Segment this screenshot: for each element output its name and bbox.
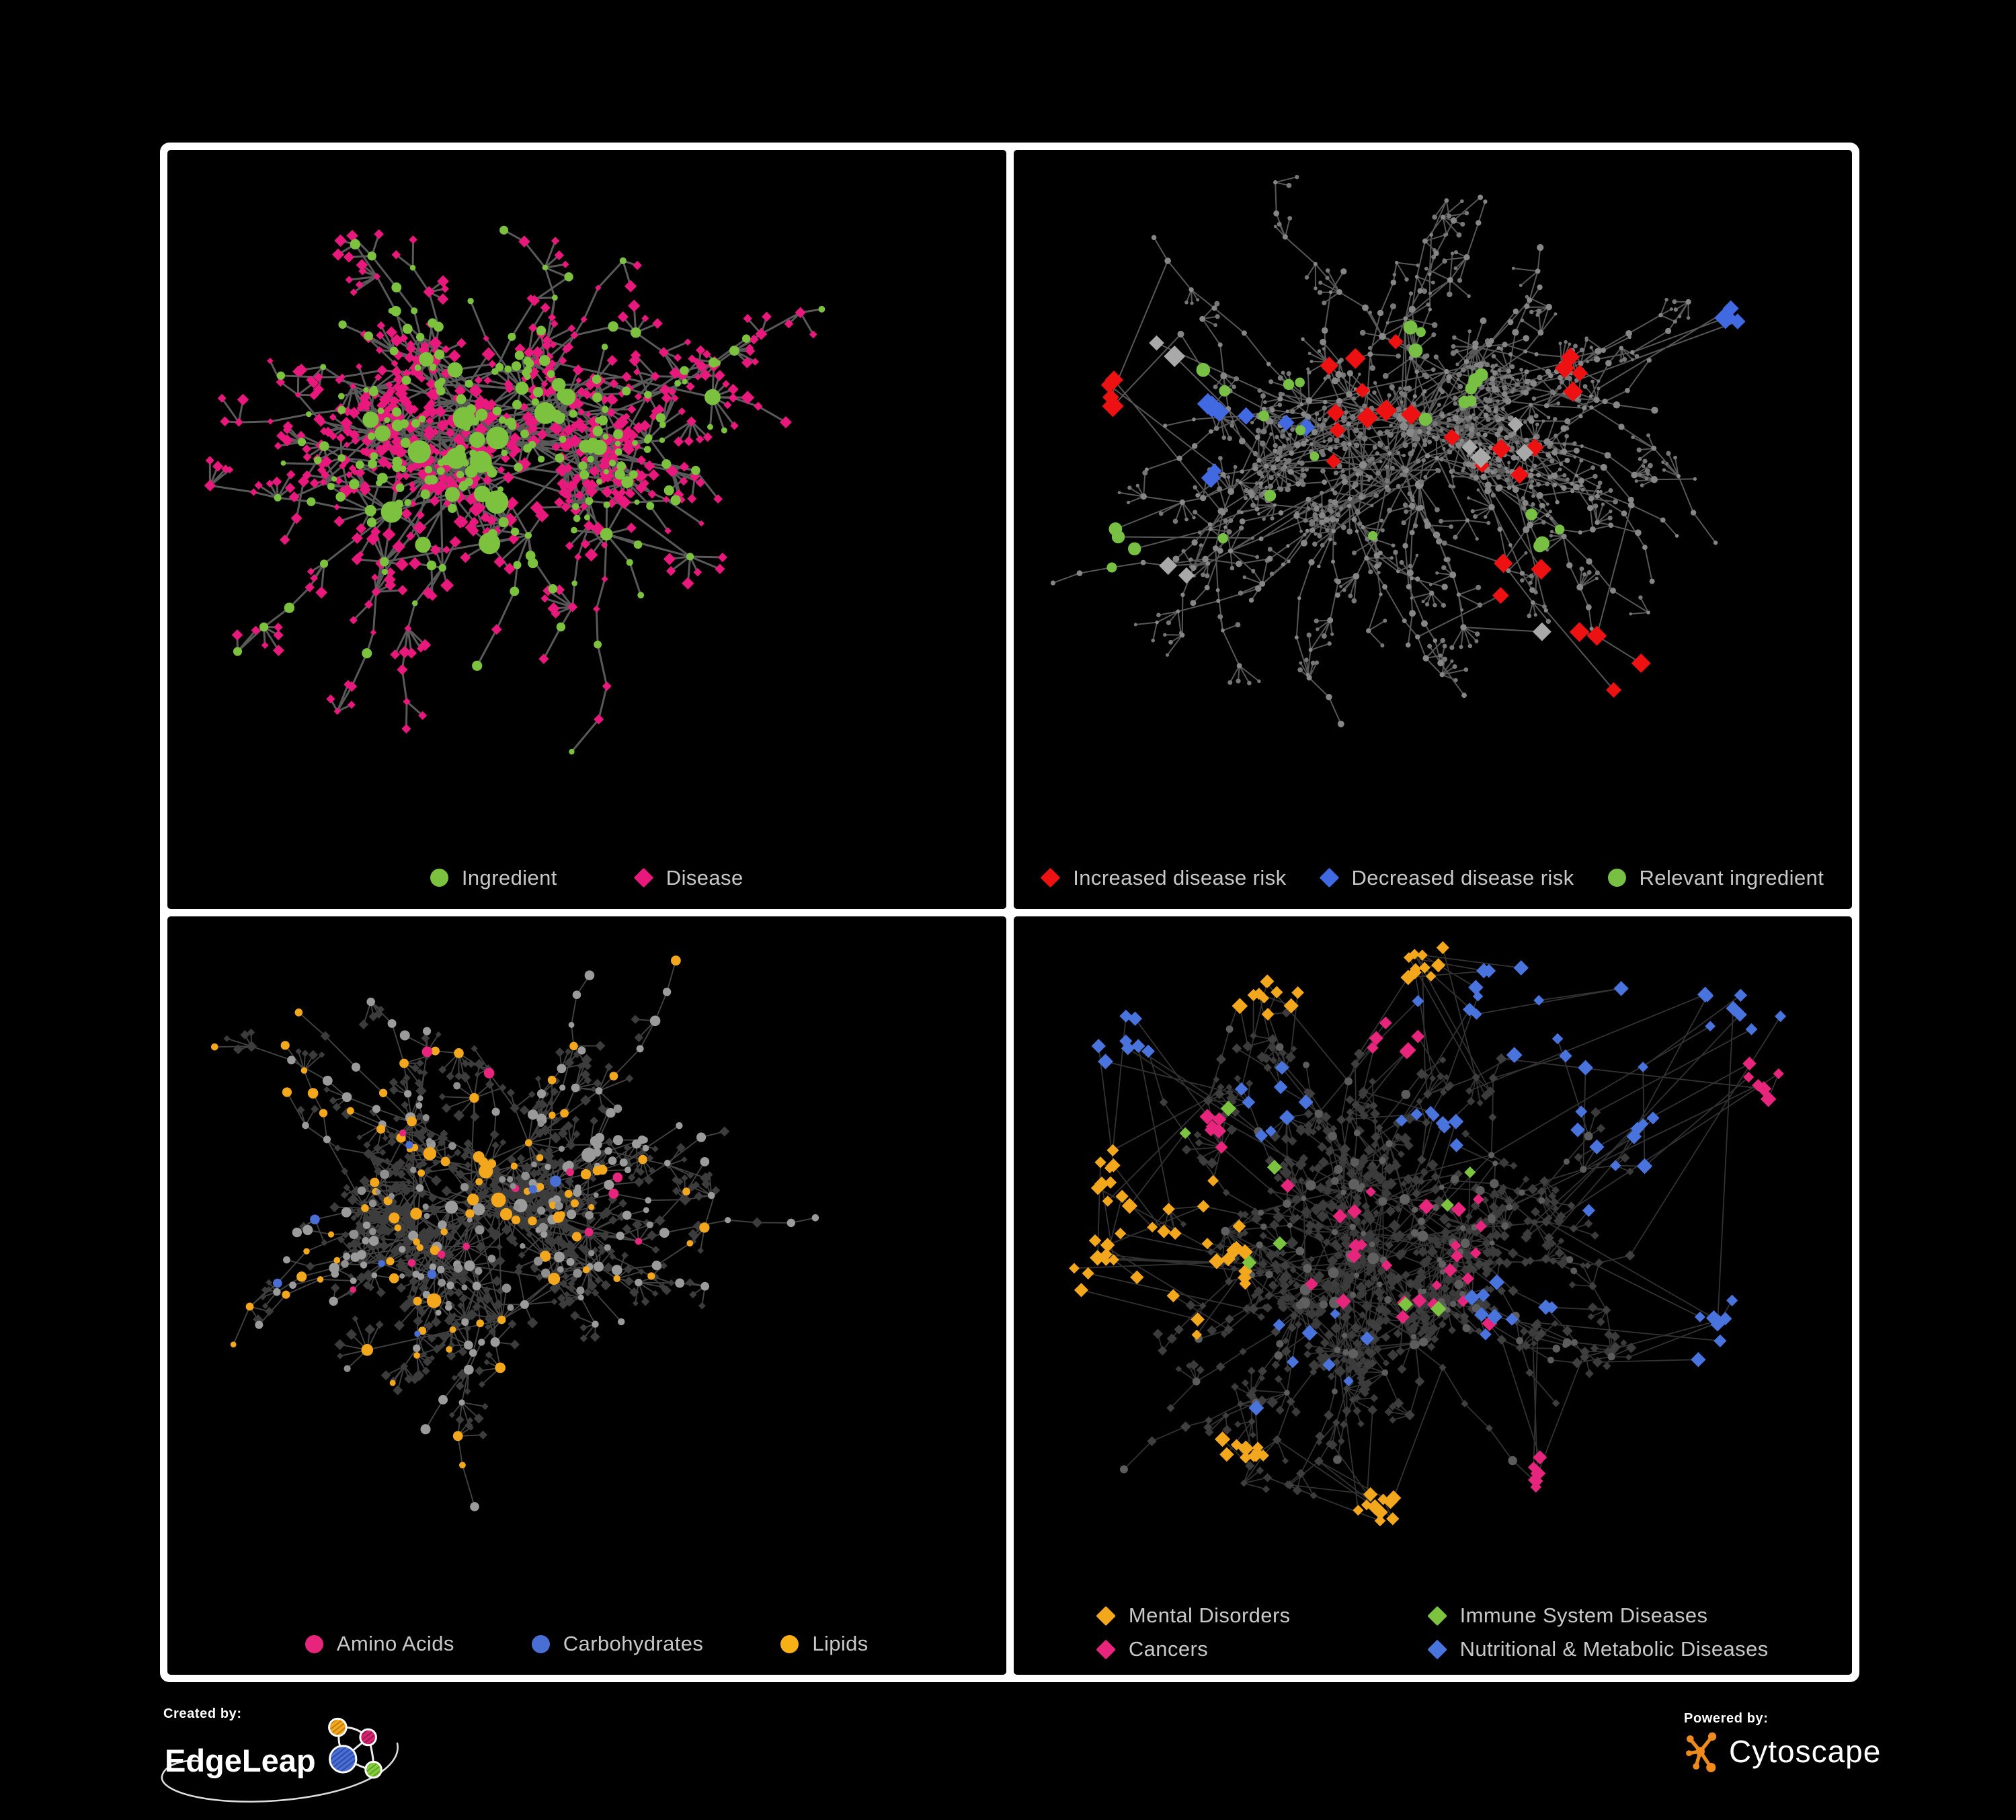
legend-item: Decreased disease risk [1319,865,1574,890]
legend-label: Lipids [812,1632,869,1655]
legend-disease-categories: Mental Disorders Immune System Diseases Ca… [1096,1604,1769,1661]
legend-ingredient-disease: Ingredient Disease [167,866,1006,890]
network-disease-risk [1050,174,1746,727]
legend-item: Nutritional & Metabolic Diseases [1427,1637,1769,1661]
network-nodes-circle [1119,1001,1615,1473]
legend-label: Immune System Diseases [1459,1604,1708,1627]
legend-marker-diamond [1427,1606,1447,1626]
panel-disease-categories: Mental Disorders Immune System Diseases Ca… [1013,916,1852,1675]
cytoscape-logo-icon [1686,1732,1717,1772]
panel-disease-risk: Increased disease risk Decreased disease … [1013,150,1853,909]
legend-marker-circle [780,1634,799,1653]
legend-item: Relevant ingredient [1607,865,1824,890]
legend-label: Disease [666,865,743,889]
legend-item: Lipids [780,1632,868,1656]
legend-nutrient-classes: Amino Acids Carbohydrates Lipids [167,1632,1006,1656]
network-nutrient-classes [210,955,819,1511]
legend-label: Cancers [1128,1637,1209,1661]
legend-label: Carbohydrates [563,1632,704,1655]
legend-marker-diamond [1319,867,1339,888]
network-nodes-circle [350,1046,643,1293]
legend-label: Nutritional & Metabolic Diseases [1459,1637,1769,1661]
legend-label: Ingredient [461,865,557,889]
created-by-label: Created by: [163,1706,242,1721]
legend-item: Amino Acids [305,1632,454,1656]
legend-item: Ingredient [430,866,557,890]
legend-marker-diamond [1096,1606,1117,1626]
legend-marker-diamond [1040,867,1061,888]
legend-label: Relevant ingredient [1639,865,1824,889]
legend-marker-circle [531,1634,550,1653]
edgeleap-wordmark: EdgeLeap [165,1743,316,1778]
powered-by-label: Powered by: [1684,1711,1769,1726]
legend-item: Carbohydrates [531,1632,704,1656]
legend-item: Cancers [1096,1637,1209,1661]
edgeleap-network-icon [328,1717,382,1779]
legend-marker-circle [430,869,448,887]
network-nodes-circle [210,955,710,1468]
panel-nutrient-classes: Amino Acids Carbohydrates Lipids [167,916,1006,1675]
legend-label: Decreased disease risk [1351,865,1574,889]
network-edges [1051,176,1738,725]
network-nodes-diamond [1179,1100,1476,1317]
legend-item: Mental Disorders [1096,1604,1291,1628]
legend-label: Amino Acids [336,1632,454,1655]
legend-marker-diamond [633,867,654,888]
legend-marker-diamond [1427,1639,1447,1659]
panel-ingredient-disease: Ingredient Disease [167,150,1006,909]
network-nodes-circle [273,1140,561,1337]
legend-disease-risk: Increased disease risk Decreased disease … [1014,866,1853,890]
network-nodes-circle [233,225,825,755]
network-nodes-diamond [1100,333,1651,698]
panel-grid: Ingredient Disease Increased disease risk… [160,143,1859,1682]
network-disease-categories [1068,941,1786,1526]
legend-label: Increased disease risk [1073,865,1287,889]
legend-marker-circle [305,1634,323,1653]
network-nodes-diamond [204,229,817,734]
cytoscape-wordmark: Cytoscape [1729,1734,1882,1769]
legend-item: Increased disease risk [1040,865,1287,890]
network-edges [208,229,823,753]
network-nodes-circle [341,1081,653,1372]
powered-by-block: Powered by: Cytosc [1684,1711,1881,1772]
legend-marker-diamond [1096,1639,1117,1659]
created-by-block: Created by: EdgeLeap [161,1706,446,1813]
legend-item: Disease [633,865,743,890]
network-ingredient-disease [204,225,825,755]
legend-marker-circle [1607,869,1626,887]
network-nodes-circle [1106,320,1564,573]
network-nodes-diamond [1068,941,1449,1526]
legend-item: Immune System Diseases [1427,1604,1708,1628]
legend-label: Mental Disorders [1128,1604,1291,1627]
edgeleap-logo: EdgeLeap [161,1717,446,1813]
